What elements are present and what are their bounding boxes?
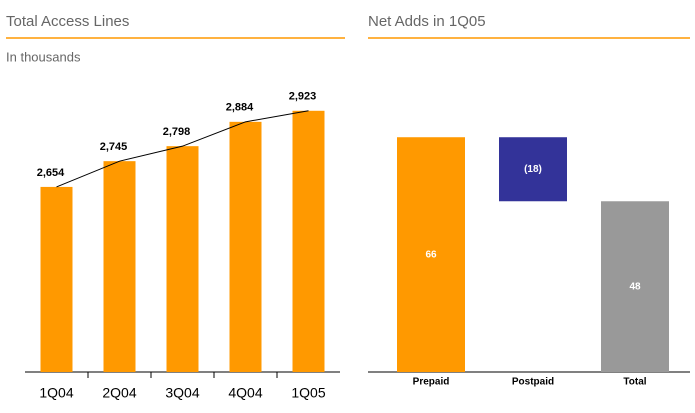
- bar: [499, 137, 567, 202]
- x-tick-label: Total: [623, 377, 646, 388]
- chart-title: Net Adds in 1Q05: [368, 13, 486, 30]
- bar: [166, 146, 199, 372]
- x-tick-label: 1Q04: [39, 385, 73, 401]
- bar: [601, 201, 669, 372]
- chart-title: Total Access Lines: [6, 13, 129, 30]
- data-label: 2,923: [289, 91, 317, 103]
- bar: [229, 121, 262, 372]
- bar: [397, 137, 465, 372]
- x-tick-label: 4Q04: [228, 385, 262, 401]
- bar: [40, 186, 73, 372]
- data-label: 2,798: [163, 126, 191, 138]
- bar: [103, 161, 136, 372]
- x-tick-label: 3Q04: [165, 385, 199, 401]
- data-label: (18): [524, 164, 542, 175]
- chart-subtitle: In thousands: [6, 49, 81, 64]
- data-label: 66: [425, 249, 437, 260]
- data-label: 2,654: [37, 167, 65, 179]
- x-tick-label: 1Q05: [291, 385, 325, 401]
- x-tick-label: Postpaid: [512, 377, 554, 388]
- x-tick-label: 2Q04: [102, 385, 136, 401]
- bar: [292, 110, 325, 372]
- data-label: 2,745: [100, 141, 128, 153]
- x-tick-label: Prepaid: [413, 377, 450, 388]
- data-label: 48: [629, 281, 641, 292]
- line: [56, 110, 309, 188]
- data-label: 2,884: [226, 102, 254, 114]
